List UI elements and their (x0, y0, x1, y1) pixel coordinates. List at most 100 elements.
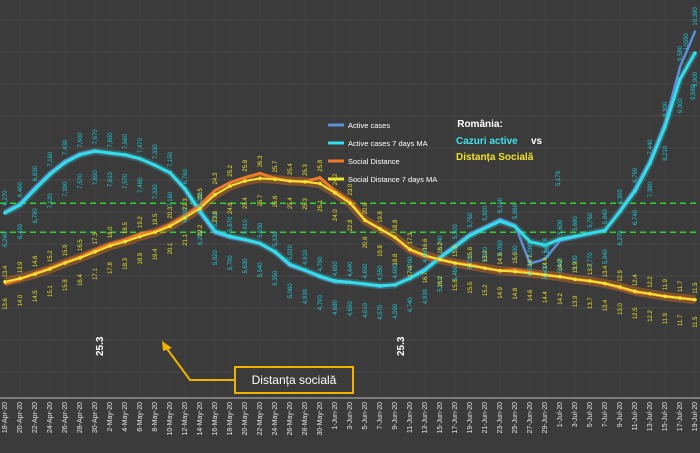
series-point-social-distance-ma (603, 281, 607, 286)
series-point-active-cases-ma (348, 280, 352, 285)
data-label-active-cases-ma: 5,540 (258, 262, 264, 278)
series-point-active-cases-ma (153, 163, 157, 168)
series-point-active-cases-ma (63, 160, 67, 165)
series-point-active-cases (543, 258, 547, 261)
data-label-active-cases: 5,178 (543, 238, 549, 254)
data-label-social-distance: 11.7 (678, 280, 684, 292)
series-point-social-distance-ma (678, 296, 682, 300)
series-lines (3, 30, 699, 305)
data-label-active-cases-ma: 4,680 (333, 299, 339, 315)
series-point-social-distance-ma (423, 253, 427, 258)
series-point-active-cases-ma (3, 211, 7, 215)
series-point-active-cases-ma (108, 151, 112, 155)
data-label-active-cases: 7,560 (123, 134, 129, 150)
series-point-social-distance-ma (243, 179, 247, 183)
data-label-active-cases-ma: 4,650 (348, 301, 354, 317)
data-label-social-distance: 16.5 (78, 239, 84, 251)
series-point-active-cases-ma (48, 172, 52, 177)
x-tick-label: 28-Apr-20 (77, 402, 84, 433)
data-label-active-cases: 7,600 (108, 132, 114, 148)
legend-label-social-distance-ma: Social Distance 7 days MA (348, 175, 437, 184)
data-label-social-distance-ma: 25.4 (243, 197, 249, 209)
series-point-active-cases-ma (513, 224, 517, 229)
data-label-active-cases-ma: 6,790 (183, 207, 189, 223)
data-label-active-cases-ma: 6,740 (633, 209, 639, 225)
data-label-social-distance-ma: 18.3 (123, 257, 129, 269)
data-label-social-distance-ma: 17.8 (108, 262, 114, 274)
data-label-social-distance: 25.7 (273, 160, 279, 172)
series-point-social-distance-ma (288, 179, 292, 183)
callout-box (234, 366, 354, 394)
data-label-social-distance: 14.4 (543, 257, 549, 269)
x-tick-label: 29-Jun-20 (542, 402, 549, 434)
series-point-active-cases-ma (408, 276, 412, 281)
data-label-social-distance: 20.3 (168, 206, 174, 218)
data-label-active-cases: 5,500 (453, 224, 459, 240)
data-label-active-cases-ma: 6,780 (33, 208, 39, 224)
data-label-social-distance-ma: 14.9 (498, 286, 504, 298)
data-label-active-cases-ma: 5,210 (438, 276, 444, 292)
series-point-active-cases-ma (558, 237, 562, 241)
data-label-active-cases-ma: 5,640 (558, 257, 564, 273)
x-tick-label: 26-May-20 (287, 402, 294, 436)
title-cases: Cazuri active (456, 136, 518, 147)
data-label-social-distance-ma: 21.1 (183, 233, 189, 245)
data-label-social-distance: 13.9 (18, 261, 24, 273)
data-label-social-distance: 15.8 (453, 245, 459, 257)
series-point-social-distance-ma (303, 180, 307, 184)
data-label-active-cases-ma: 6,420 (18, 223, 24, 239)
x-tick-label: 21-Jun-20 (482, 402, 489, 434)
data-label-social-distance-ma: 13.9 (573, 295, 579, 307)
x-tick-label: 7-Jun-20 (377, 402, 384, 430)
x-tick-label: 9-Jul-20 (617, 402, 624, 427)
data-label-active-cases: 5,240 (438, 235, 444, 251)
annotation-peak-5178: 5,178 (556, 170, 562, 186)
x-tick-label: 2-May-20 (107, 402, 114, 432)
series-point-social-distance-ma (468, 263, 472, 268)
data-label-active-cases: 4,910 (303, 249, 309, 265)
series-point-social-distance (258, 172, 262, 175)
series-point-active-cases (693, 30, 697, 33)
data-label-social-distance: 25.3 (303, 163, 309, 175)
series-point-active-cases-ma (318, 274, 322, 278)
data-label-social-distance-ma: 25.1 (318, 199, 324, 211)
data-label-social-distance: 12.9 (618, 269, 624, 281)
x-tick-label: 22-May-20 (257, 402, 264, 436)
annotation-25-3-right: 25.3 (396, 336, 407, 356)
x-tick-label: 5-Jun-20 (362, 402, 369, 430)
data-label-active-cases-ma: 7,650 (93, 170, 99, 186)
data-label-social-distance-ma: 14.0 (18, 294, 24, 306)
series-point-active-cases-ma (693, 51, 697, 55)
data-label-social-distance-ma: 19.4 (153, 248, 159, 260)
x-tick-label: 8-May-20 (152, 402, 159, 432)
callout-arrowhead (162, 341, 172, 351)
data-label-social-distance: 11.5 (693, 282, 699, 294)
data-label-active-cases: 7,430 (63, 139, 69, 155)
data-label-social-distance: 13.9 (573, 261, 579, 273)
data-label-active-cases-ma: 4,590 (393, 303, 399, 319)
data-label-active-cases-ma: 4,570 (378, 304, 384, 320)
data-label-social-distance-ma: 20.1 (168, 242, 174, 254)
data-label-active-cases: 6,230 (198, 192, 204, 208)
data-label-active-cases-ma: 4,790 (318, 295, 324, 311)
series-point-social-distance-ma (633, 289, 637, 294)
data-label-active-cases: 6,830 (33, 165, 39, 181)
series-point-active-cases (528, 262, 532, 265)
series-point-social-distance-ma (558, 274, 562, 279)
data-label-active-cases-ma: 5,930 (513, 245, 519, 261)
series-point-social-distance-ma (648, 291, 652, 296)
series-point-active-cases-ma (168, 170, 172, 175)
series-point-social-distance-ma (573, 277, 577, 282)
x-tick-label: 5-Jul-20 (587, 402, 594, 427)
annotation-25-3-left: 25.3 (95, 336, 106, 356)
data-label-active-cases: 5,920 (483, 205, 489, 221)
series-point-social-distance-ma (273, 177, 277, 182)
series-point-active-cases-ma (213, 229, 217, 233)
series-point-active-cases-ma (198, 209, 202, 213)
data-label-social-distance-ma: 13.7 (588, 297, 594, 309)
series-point-active-cases-ma (543, 243, 547, 247)
x-tick-label: 25-Jun-20 (512, 402, 519, 434)
data-label-social-distance: 19.5 (153, 213, 159, 225)
data-label-social-distance-ma: 13.0 (618, 303, 624, 315)
series-point-active-cases-ma (33, 187, 37, 192)
